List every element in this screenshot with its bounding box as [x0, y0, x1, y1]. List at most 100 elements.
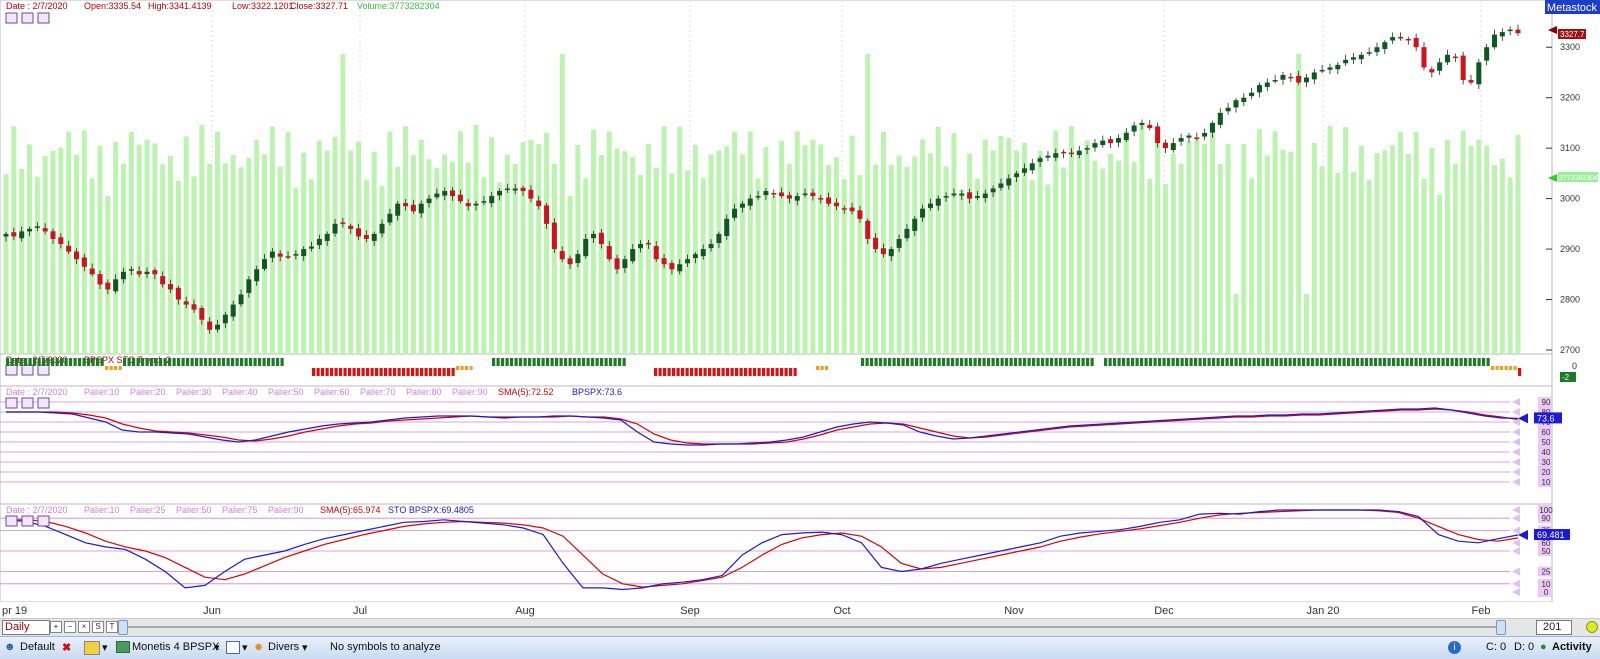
trend-edit-icon[interactable]	[5, 364, 18, 376]
date-axis-label: Dec	[1154, 605, 1174, 617]
palier-label: Palier:25	[130, 505, 166, 515]
trend-block	[388, 368, 392, 376]
trend-block	[181, 358, 185, 366]
layout-label[interactable]: Monetis 4 BPSPX	[132, 641, 220, 653]
info-icon[interactable]: i	[1448, 641, 1461, 654]
trend-block	[582, 358, 586, 366]
candle-body	[1123, 133, 1129, 141]
trend-block	[1243, 358, 1247, 366]
scroll-thumb-right[interactable]	[1496, 620, 1506, 635]
fit-icon[interactable]: ×	[78, 621, 90, 633]
trend-panel[interactable]: Date : 2/7/2020 BPSPX STO Trend:-2 0 -2	[0, 354, 1600, 386]
candle-body	[1225, 107, 1231, 112]
close-icon[interactable]: ✖	[62, 642, 72, 654]
trend-block	[915, 358, 919, 366]
trend-block	[532, 358, 536, 366]
candle-body	[1249, 92, 1255, 97]
price-chart[interactable]: Date : 2/7/2020 Open:3335.54 High:3341.4…	[0, 0, 1600, 354]
candle-body	[457, 194, 463, 202]
trend-zoom-icon[interactable]	[21, 364, 34, 376]
trend-block	[154, 358, 158, 366]
trend-block	[204, 358, 208, 366]
level-badge	[1538, 447, 1552, 457]
trend-block	[402, 368, 406, 376]
year-field[interactable]: 201	[1536, 620, 1572, 635]
bpspx-zoom-icon[interactable]	[21, 397, 34, 409]
user-icon[interactable]: ☻	[4, 641, 16, 653]
sto-zoom-icon[interactable]	[21, 515, 34, 527]
trend-block	[1144, 358, 1148, 366]
trend-block	[982, 358, 986, 366]
candle-body	[1014, 173, 1020, 178]
volume-bar	[168, 156, 174, 354]
trend-block	[222, 358, 226, 366]
candle-body	[121, 271, 127, 280]
chart-settings-icon[interactable]	[37, 12, 50, 24]
go-button-icon[interactable]	[1586, 621, 1598, 633]
bpspx-edit-icon[interactable]	[5, 397, 18, 409]
sto-plot-area	[0, 504, 1553, 602]
trend-block	[280, 358, 284, 366]
trend-block	[672, 368, 676, 376]
scroll-track[interactable]	[120, 626, 1500, 628]
volume-bar	[739, 154, 745, 354]
trend-block	[64, 358, 68, 366]
bpspx-chart[interactable]: Date : 2/7/2020 Palier:10 Palier:20 Palier…	[0, 386, 1600, 504]
zoom-out-icon[interactable]: −	[64, 621, 76, 633]
chart-type-icon[interactable]	[84, 641, 100, 655]
volume-bar	[379, 186, 385, 354]
chart-tool-icons[interactable]	[5, 12, 50, 24]
candle-body	[567, 258, 573, 265]
bpspx-panel[interactable]: Date : 2/7/2020 Palier:10 Palier:20 Palier…	[0, 386, 1600, 504]
volume-bar	[1092, 160, 1098, 354]
trend-block	[1072, 358, 1076, 366]
trend-block	[816, 366, 820, 370]
zoom-in-icon[interactable]: +	[50, 621, 62, 633]
volume-bar	[199, 124, 205, 354]
trend-block	[78, 358, 82, 366]
candle-body	[810, 192, 816, 197]
scale-icon[interactable]: S	[92, 621, 104, 633]
divers-dropdown-icon[interactable]: ▾	[302, 642, 308, 654]
date-axis-labels: pr 19 Jun Jul Aug Sep Oct Nov Dec Jan 20 Feb	[2, 605, 1490, 617]
candle-body	[1021, 168, 1027, 173]
trend-block	[1419, 358, 1423, 366]
scroll-thumb[interactable]	[118, 620, 128, 635]
profile-label[interactable]: Default	[20, 641, 55, 653]
candle-body	[1108, 139, 1114, 144]
volume-bar	[810, 139, 816, 354]
activity-icon: ●	[1540, 641, 1547, 653]
candle-body	[857, 210, 863, 219]
chart-zoom-icon[interactable]	[21, 12, 34, 24]
sto-tool-icons[interactable]	[5, 515, 50, 527]
window-icon[interactable]	[226, 641, 240, 654]
activity-label[interactable]: Activity	[1552, 641, 1592, 653]
volume-bar	[857, 175, 863, 354]
trend-block	[276, 358, 280, 366]
divers-label[interactable]: Divers	[268, 641, 300, 653]
volume-bar	[465, 162, 471, 354]
sto-chart[interactable]: Date : 2/7/2020 Palier:10 Palier:25 Palier…	[0, 504, 1600, 602]
trend-block	[744, 368, 748, 376]
chart-edit-icon[interactable]	[5, 12, 18, 24]
time-icon[interactable]: T	[106, 621, 118, 633]
trend-chart[interactable]: Date : 2/7/2020 BPSPX STO Trend:-2 0 -2	[0, 354, 1600, 386]
trend-tool-icons[interactable]	[5, 364, 50, 376]
bpspx-tool-icons[interactable]	[5, 397, 50, 409]
trend-block	[91, 358, 95, 366]
chart-type-dropdown-icon[interactable]: ▾	[102, 642, 108, 654]
layout-dropdown-icon[interactable]: ▾	[214, 642, 220, 654]
trend-block	[1288, 358, 1292, 366]
period-select[interactable]: Daily	[2, 620, 50, 635]
window-dropdown-icon[interactable]: ▾	[242, 642, 248, 654]
trend-block	[555, 358, 559, 366]
trend-block	[96, 358, 100, 366]
price-panel[interactable]: Date : 2/7/2020 Open:3335.54 High:3341.4…	[0, 0, 1600, 354]
trend-settings-icon[interactable]	[37, 364, 50, 376]
sto-panel[interactable]: Date : 2/7/2020 Palier:10 Palier:25 Palier…	[0, 504, 1600, 602]
sto-edit-icon[interactable]	[5, 515, 18, 527]
bpspx-settings-icon[interactable]	[37, 397, 50, 409]
navigation-bar[interactable]: Daily + − × S T 201	[0, 618, 1600, 636]
sto-settings-icon[interactable]	[37, 515, 50, 527]
trend-block	[825, 366, 829, 370]
